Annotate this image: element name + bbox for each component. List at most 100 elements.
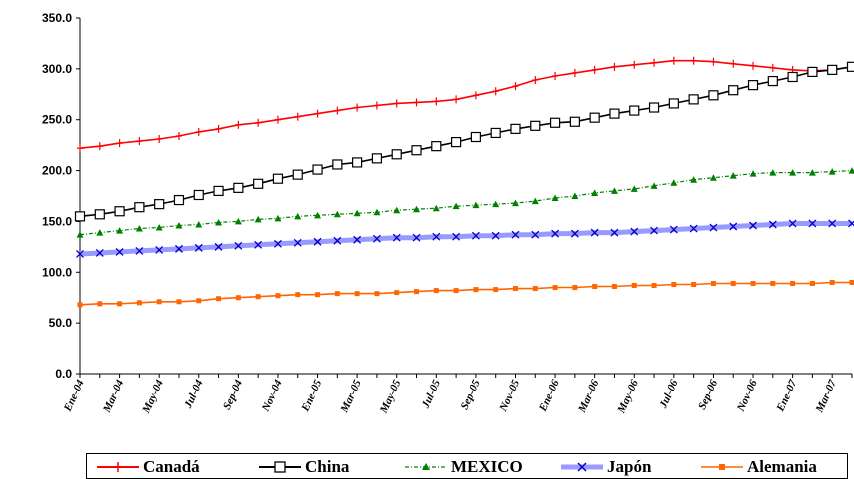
data-point — [135, 246, 144, 255]
data-point — [848, 219, 854, 228]
data-point — [371, 153, 383, 164]
data-point-b — [808, 219, 817, 228]
data-point — [769, 169, 777, 176]
data-point — [668, 98, 679, 109]
data-point — [767, 75, 778, 87]
data-point — [709, 223, 718, 232]
data-point — [848, 167, 854, 174]
legend-label-canada: Canadá — [143, 457, 200, 476]
data-point — [569, 116, 580, 127]
data-point — [433, 97, 440, 106]
data-point — [631, 60, 638, 69]
data-point — [571, 192, 579, 199]
data-point — [352, 157, 363, 168]
data-point — [235, 120, 242, 129]
series-alemania — [77, 279, 854, 308]
data-point — [411, 145, 422, 156]
data-point — [629, 105, 640, 116]
data-point — [551, 229, 560, 238]
data-point — [391, 149, 402, 160]
data-point — [294, 212, 302, 220]
data-point — [490, 127, 501, 139]
data-point — [650, 226, 659, 235]
data-point — [808, 219, 817, 228]
legend-label-mexico: MEXICO — [451, 457, 523, 476]
data-point-b — [590, 228, 599, 237]
legend-label-japon: Japón — [607, 457, 652, 476]
data-point — [175, 221, 183, 229]
chart-axes: 0.0 50.0 100.0 150.0 200.0 250.0 300.0 350.0 Ene… — [42, 11, 853, 416]
data-point — [96, 229, 104, 236]
data-point — [511, 230, 520, 239]
data-point — [292, 169, 303, 180]
data-point — [154, 199, 165, 210]
data-point-b — [135, 246, 144, 255]
data-point — [671, 281, 677, 287]
x-tick-label: Jul-04 — [182, 378, 206, 411]
data-point — [452, 232, 461, 241]
data-point — [332, 159, 343, 170]
data-point-b — [273, 239, 282, 248]
data-point — [688, 94, 699, 105]
data-point — [570, 229, 579, 238]
data-point — [274, 214, 282, 222]
data-point — [114, 206, 125, 217]
data-point — [392, 233, 401, 242]
data-point — [315, 292, 321, 298]
data-point — [710, 57, 717, 66]
legend-label-china: China — [305, 457, 350, 476]
data-point-b — [353, 235, 362, 244]
data-point-b — [650, 226, 659, 235]
data-point — [530, 120, 541, 131]
x-tick-label: Nov-05 — [497, 378, 522, 414]
data-point — [453, 288, 459, 294]
data-point — [334, 291, 340, 297]
data-point — [175, 131, 182, 140]
series-line — [79, 59, 853, 149]
data-point-b — [788, 219, 797, 228]
data-point — [334, 106, 341, 115]
data-point — [512, 82, 519, 91]
data-point — [136, 300, 142, 306]
x-tick-label: Ene-06 — [537, 378, 562, 414]
legend-label-alemania: Alemania — [747, 457, 817, 476]
data-point — [828, 168, 836, 175]
data-point — [431, 141, 442, 152]
data-point — [77, 144, 83, 153]
data-point — [552, 71, 559, 80]
data-point — [354, 103, 361, 112]
legend-swatch-mexico — [405, 463, 447, 470]
x-tick-label: Jul-05 — [419, 378, 443, 411]
legend-swatch-china — [259, 461, 301, 473]
y-tick-label: 100.0 — [42, 265, 72, 279]
data-point — [275, 293, 281, 299]
legend-item-japon: Japón — [561, 456, 651, 478]
data-point — [571, 68, 578, 77]
data-point — [96, 142, 103, 151]
data-point — [155, 245, 164, 254]
data-point-b — [689, 224, 698, 233]
data-point — [729, 172, 737, 179]
data-point — [353, 235, 362, 244]
data-point-b — [155, 245, 164, 254]
data-point-b — [313, 237, 322, 246]
data-point — [491, 231, 500, 240]
data-point — [76, 231, 84, 238]
data-point — [273, 239, 282, 248]
data-point — [394, 290, 400, 296]
data-point — [451, 136, 462, 148]
data-point-b — [115, 247, 124, 256]
data-point — [591, 65, 598, 74]
data-point — [710, 280, 716, 286]
data-point — [272, 173, 284, 184]
data-point — [274, 115, 281, 124]
data-point — [193, 189, 204, 201]
data-point — [787, 71, 798, 83]
data-point — [592, 284, 598, 290]
data-point — [849, 279, 854, 285]
data-point — [472, 201, 480, 209]
data-point — [156, 299, 162, 305]
data-point — [631, 283, 637, 289]
data-point — [691, 281, 697, 287]
data-point — [255, 294, 261, 300]
